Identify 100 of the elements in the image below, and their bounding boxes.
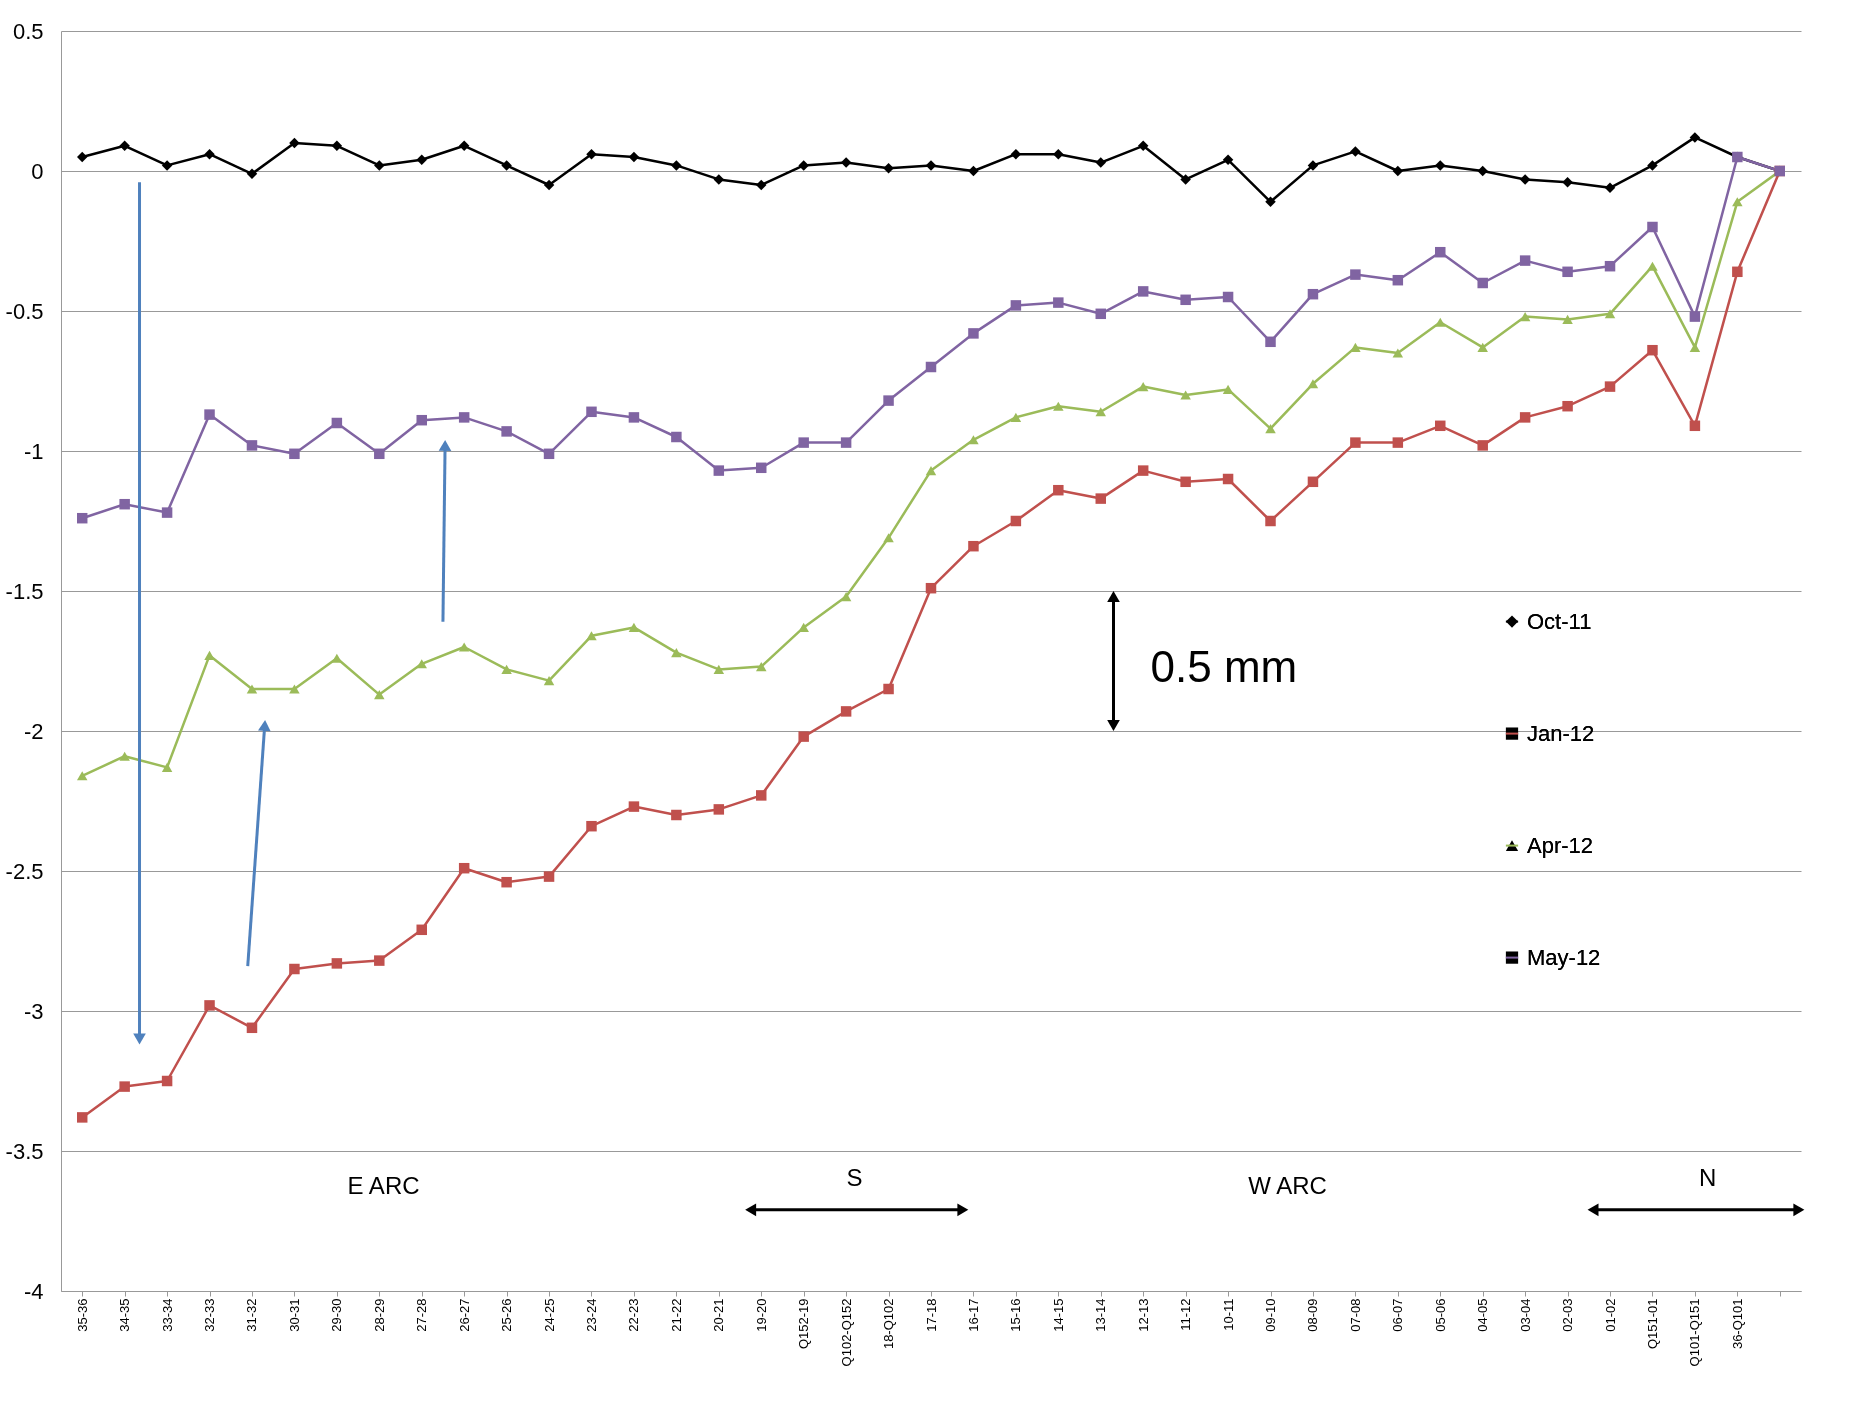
- point: [543, 676, 555, 686]
- x-tick-label: 15-16: [1008, 1298, 1024, 1332]
- y-tick-label: -2: [23, 718, 44, 744]
- point: [756, 462, 767, 474]
- point: [161, 762, 173, 772]
- point: [204, 148, 215, 160]
- point: [246, 684, 258, 694]
- x-tick-label: 25-26: [499, 1298, 515, 1332]
- point: [119, 1081, 130, 1092]
- point: [1477, 440, 1488, 451]
- point: [1350, 146, 1361, 157]
- point: [76, 771, 88, 781]
- point: [161, 160, 173, 171]
- point: [1095, 407, 1106, 417]
- x-tick-label: 30-31: [286, 1298, 302, 1332]
- point: [289, 137, 300, 149]
- y-tick-label: 0.5: [12, 18, 44, 44]
- y-tick-label: -3: [23, 998, 44, 1024]
- x-tick-label: Q101-Q151: [1687, 1298, 1703, 1367]
- point: [1689, 342, 1701, 352]
- point: [501, 876, 512, 888]
- point: [1604, 309, 1616, 319]
- point: [246, 168, 258, 180]
- point: [671, 160, 682, 171]
- point: [1477, 165, 1488, 177]
- point: [204, 1000, 215, 1011]
- point: [756, 790, 767, 801]
- point: [289, 448, 300, 460]
- x-tick-label: 34-35: [117, 1298, 133, 1332]
- point: [1350, 437, 1361, 448]
- point: [289, 963, 300, 975]
- point: [204, 650, 215, 660]
- y-tick-label: -1: [23, 438, 44, 464]
- x-tick-label: 07-08: [1347, 1298, 1363, 1332]
- annotation: S: [846, 1164, 863, 1191]
- point: [1307, 379, 1319, 389]
- x-tick-label: Q102-Q152: [838, 1298, 854, 1367]
- point: [1689, 311, 1701, 322]
- point: [1265, 196, 1276, 208]
- y-tick-label: -1.5: [5, 578, 44, 604]
- point: [756, 179, 767, 191]
- point: [1053, 484, 1064, 496]
- x-tick-label: 22-23: [626, 1298, 642, 1332]
- point: [713, 804, 725, 815]
- point: [119, 498, 130, 510]
- point: [1180, 174, 1191, 185]
- point: [1053, 148, 1064, 160]
- x-tick-label: 36-Q101: [1729, 1298, 1745, 1350]
- point: [1732, 266, 1743, 278]
- point: [840, 157, 852, 168]
- point: [883, 683, 894, 695]
- x-tick-label: 27-28: [414, 1298, 430, 1332]
- point: [1053, 297, 1064, 308]
- point: [289, 684, 300, 694]
- point: [1519, 174, 1531, 185]
- point: [671, 431, 682, 443]
- point: [1307, 476, 1319, 488]
- point: [1647, 344, 1658, 356]
- point: [1519, 312, 1531, 322]
- point: [925, 466, 937, 476]
- point: [713, 664, 725, 674]
- annotation: E ARC: [347, 1172, 420, 1200]
- point: [1435, 420, 1446, 432]
- point: [76, 512, 88, 524]
- point: [883, 395, 894, 406]
- x-tick-label: 23-24: [583, 1298, 599, 1332]
- point: [1137, 465, 1149, 476]
- point: [76, 151, 88, 163]
- point: [1180, 390, 1191, 400]
- point: [1180, 294, 1191, 306]
- x-tick-label: 17-18: [923, 1298, 939, 1332]
- x-tick-label: 28-29: [371, 1298, 387, 1332]
- point: [1435, 317, 1446, 327]
- point: [1350, 269, 1361, 280]
- y-tick-label: -0.5: [5, 298, 44, 324]
- y-tick-label: -3.5: [5, 1138, 44, 1164]
- x-tick-label: 11-12: [1178, 1298, 1194, 1331]
- point: [1222, 154, 1234, 166]
- point: [798, 622, 809, 632]
- point: [840, 706, 852, 717]
- point: [331, 958, 343, 969]
- x-tick-label: 31-32: [244, 1298, 260, 1332]
- x-tick-label: 03-04: [1517, 1298, 1533, 1332]
- annotation: 0.5 mm: [1150, 642, 1298, 692]
- point: [1435, 160, 1446, 171]
- x-tick-label: 35-36: [74, 1298, 90, 1332]
- point: [968, 435, 979, 445]
- point: [1053, 401, 1064, 411]
- x-tick-label: 10-11: [1220, 1298, 1236, 1331]
- point: [1010, 148, 1022, 160]
- point: [713, 465, 725, 476]
- point: [458, 862, 470, 874]
- point: [374, 690, 385, 700]
- point: [628, 622, 640, 632]
- point: [1647, 160, 1658, 171]
- point: [1265, 515, 1276, 527]
- x-tick-label: 01-02: [1602, 1298, 1618, 1332]
- annotation: N: [1698, 1164, 1717, 1191]
- point: [119, 751, 130, 761]
- legend-label: Apr-12: [1527, 832, 1594, 858]
